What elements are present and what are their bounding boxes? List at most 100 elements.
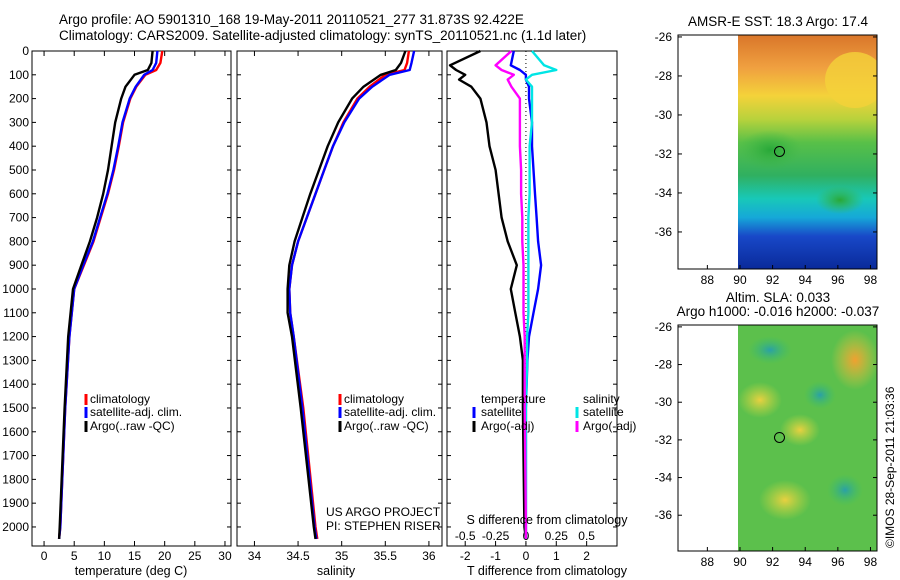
difference-plot: -2 -1 0 1 2-0.5 -0.25 0 0.25 0.5	[448, 49, 595, 563]
legend-label-temperature-satellite: satellite	[481, 405, 522, 419]
map-y-tick-label: -32	[655, 147, 673, 161]
map-x-tick-label: 90	[733, 555, 747, 569]
map-x-tick-label: 96	[831, 273, 845, 287]
salinity-legend: climatology satellite-adj. clim. Argo(..…	[338, 392, 436, 433]
sst-map-title: AMSR-E SST: 18.3 Argo: 17.4	[688, 14, 869, 29]
map-y-tick-label: -26	[655, 320, 673, 334]
legend-title-salinity: salinity	[583, 392, 620, 406]
sla-map-title: Altim. SLA: 0.033	[726, 290, 830, 305]
x-tick-label: 10	[98, 549, 112, 563]
pi-annotation: PI: STEPHEN RISER	[326, 519, 441, 533]
s-difference-axis-title: S difference from climatology	[467, 513, 629, 527]
map-y-tick-label: -32	[655, 433, 673, 447]
figure-title-line2: Climatology: CARS2009. Satellite-adjuste…	[59, 28, 586, 43]
series-line-argo-raw-qc	[57, 50, 154, 539]
temperature-plot-frame	[31, 50, 232, 547]
depth-tick-label: 1400	[2, 377, 29, 391]
map-x-tick-label: 94	[799, 555, 813, 569]
depth-tick-label: 200	[9, 92, 29, 106]
sla-map-subtitle: Argo h1000: -0.016 h2000: -0.037	[677, 304, 880, 319]
legend-label-temperature-argo: Argo(-adj)	[481, 419, 534, 433]
depth-tick-label: 600	[9, 187, 29, 201]
sst-warm-patch	[825, 52, 877, 108]
depth-tick-label: 500	[9, 163, 29, 177]
argo-profile-location-marker	[773, 431, 785, 443]
map-y-tick-label: -30	[655, 395, 673, 409]
timestamp-footer: ©IMOS 28-Sep-2011 21:03:36	[883, 386, 897, 548]
map-x-tick-label: 90	[733, 273, 747, 287]
map-x-tick-label: 92	[766, 555, 780, 569]
legend-label-argo: Argo(..raw -QC)	[344, 419, 429, 433]
depth-tick-label: 2000	[2, 520, 29, 534]
x-tick-label: 35.5	[374, 549, 398, 563]
depth-tick-label: 1800	[2, 472, 29, 486]
map-x-tick-label: 94	[799, 273, 813, 287]
depth-tick-label: 1100	[3, 306, 29, 320]
depth-tick-label: 100	[9, 68, 29, 82]
x-tick-label: 20	[158, 549, 172, 563]
salinity-plot-frame	[236, 50, 443, 547]
depth-tick-label: 0	[22, 44, 29, 58]
x-tick-label: 5	[71, 549, 78, 563]
s-tick-label: -0.25	[482, 529, 510, 543]
x-tick-label: 35	[335, 549, 349, 563]
sst-map	[677, 34, 878, 270]
map-y-tick-label: -36	[655, 508, 673, 522]
temperature-axis-title: temperature (deg C)	[75, 564, 188, 578]
legend-label-salinity-argo: Argo(-adj)	[583, 419, 636, 433]
x-tick-label: 34	[248, 549, 262, 563]
salinity-axis-title: salinity	[317, 564, 356, 578]
sst-green-patch	[738, 130, 802, 170]
x-tick-label: 25	[188, 549, 202, 563]
sla-low-patch	[748, 336, 792, 364]
map-x-tick-label: 88	[701, 273, 715, 287]
x-tick-label: 1	[553, 549, 560, 563]
s-tick-label: 0.5	[578, 529, 595, 543]
series-line-argo-raw-qc	[286, 50, 407, 540]
salinity-plot: 34 34.5 35 35.5 36	[248, 50, 436, 563]
x-tick-label: 15	[128, 549, 142, 563]
map-x-tick-label: 96	[831, 555, 845, 569]
sla-high-patch	[831, 330, 877, 390]
legend-label-satellite: satellite-adj. clim.	[90, 405, 182, 419]
figure-title-line1: Argo profile: AO 5901310_168 19-May-2011…	[59, 12, 524, 27]
depth-tick-label: 1700	[2, 449, 29, 463]
x-tick-label: 0	[523, 549, 530, 563]
temperature-legend: climatology satellite-adj. clim. Argo(..…	[84, 392, 182, 433]
t-difference-axis-title: T difference from climatology	[467, 564, 628, 578]
project-annotation: US ARGO PROJECT	[326, 505, 441, 519]
map-y-tick-label: -28	[655, 69, 673, 83]
map-y-tick-label: -28	[655, 358, 673, 372]
map-y-tick-label: -26	[655, 30, 673, 44]
series-line-salinity-satellite	[524, 50, 558, 539]
map-y-tick-label: -34	[655, 186, 673, 200]
s-tick-label: 0.25	[545, 529, 569, 543]
map-x-tick-label: 92	[766, 273, 780, 287]
map-y-tick-label: -36	[655, 225, 673, 239]
x-tick-label: 0	[41, 549, 48, 563]
x-tick-label: 2	[583, 549, 590, 563]
x-tick-label: -2	[460, 549, 471, 563]
depth-tick-label: 1500	[2, 401, 29, 415]
depth-tick-label: 1200	[2, 330, 29, 344]
depth-tick-label: 1000	[2, 282, 29, 296]
sla-high-patch	[759, 480, 811, 520]
series-line-satellite-adj-clim	[57, 50, 159, 540]
legend-label-climatology: climatology	[90, 392, 150, 406]
series-line-satellite-adj-clim	[288, 50, 416, 540]
series-line-salinity-argo-adj-	[494, 50, 528, 539]
depth-tick-label: 1600	[2, 425, 29, 439]
depth-tick-label: 900	[9, 258, 29, 272]
depth-tick-label: 400	[9, 139, 29, 153]
argo-profile-location-marker	[773, 145, 785, 157]
depth-tick-label: 1300	[2, 353, 29, 367]
legend-label-climatology: climatology	[344, 392, 404, 406]
legend-label-argo: Argo(..raw -QC)	[90, 419, 175, 433]
x-tick-label: 34.5	[286, 549, 310, 563]
sla-low-patch	[827, 474, 863, 506]
depth-axis: 0 100 200 300 400 500 600 700 800 900 1000 1100 1200…	[2, 44, 617, 534]
map-x-tick-label: 98	[864, 273, 878, 287]
series-line-temperature-argo-adj-	[448, 49, 528, 540]
legend-label-salinity-satellite: satellite	[583, 405, 624, 419]
